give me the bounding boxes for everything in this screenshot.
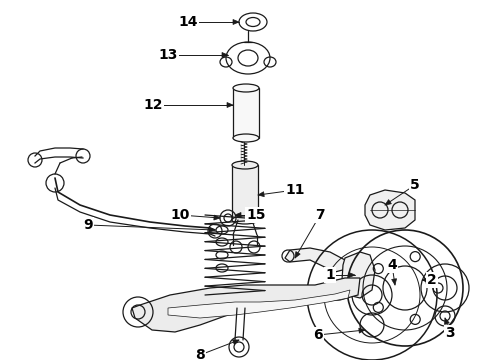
Text: 10: 10 — [171, 208, 190, 222]
Text: 14: 14 — [178, 15, 198, 29]
Ellipse shape — [233, 84, 259, 92]
Polygon shape — [214, 215, 220, 220]
Polygon shape — [232, 340, 239, 345]
Text: 5: 5 — [410, 178, 420, 192]
Text: 9: 9 — [83, 218, 93, 232]
Polygon shape — [235, 212, 241, 217]
Polygon shape — [385, 199, 392, 205]
Polygon shape — [258, 192, 264, 197]
Polygon shape — [295, 252, 300, 258]
Ellipse shape — [232, 161, 258, 169]
Polygon shape — [422, 278, 428, 283]
Polygon shape — [132, 278, 360, 332]
Polygon shape — [209, 227, 215, 232]
Polygon shape — [365, 190, 415, 230]
Polygon shape — [233, 19, 239, 24]
Text: 7: 7 — [315, 208, 325, 222]
Polygon shape — [222, 53, 228, 58]
Polygon shape — [444, 318, 449, 324]
Text: 8: 8 — [195, 348, 205, 360]
Text: 15: 15 — [246, 208, 266, 222]
Ellipse shape — [233, 134, 259, 142]
Polygon shape — [359, 328, 365, 333]
Text: 2: 2 — [427, 273, 437, 287]
Text: 12: 12 — [143, 98, 163, 112]
Text: 4: 4 — [387, 258, 397, 272]
Text: 1: 1 — [325, 268, 335, 282]
Polygon shape — [168, 290, 350, 318]
Ellipse shape — [232, 216, 258, 224]
Polygon shape — [342, 252, 375, 298]
Text: 11: 11 — [285, 183, 305, 197]
Bar — [232, 165, 258, 220]
Bar — [233, 88, 259, 138]
Polygon shape — [349, 273, 355, 278]
Polygon shape — [227, 103, 233, 108]
Polygon shape — [285, 248, 350, 272]
Text: 6: 6 — [313, 328, 323, 342]
Polygon shape — [392, 279, 396, 285]
Text: 3: 3 — [445, 326, 455, 340]
Text: 13: 13 — [158, 48, 178, 62]
